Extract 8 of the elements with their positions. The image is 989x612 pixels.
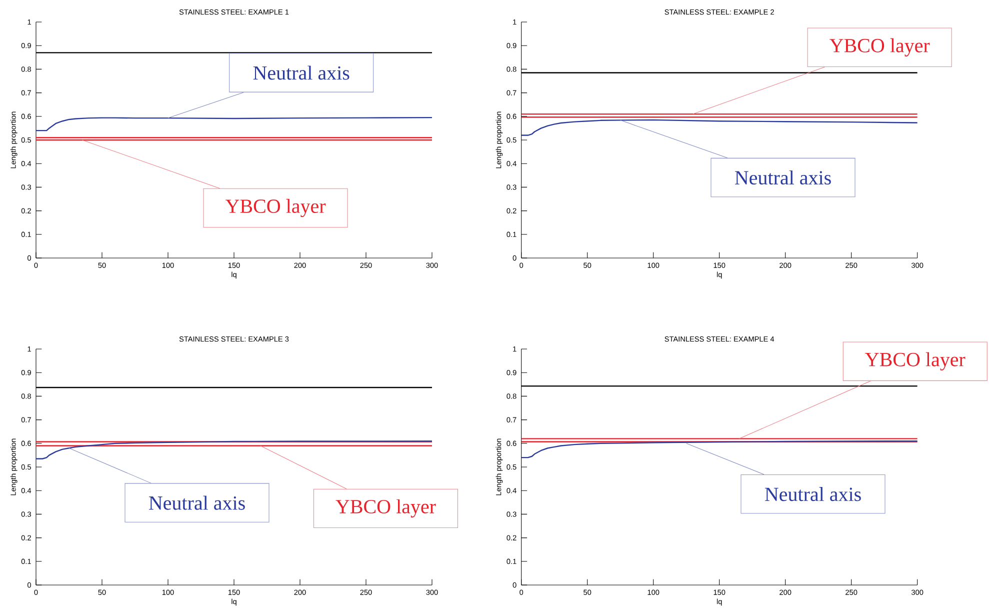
annotation: YBCO layer <box>830 38 930 56</box>
annotation: Neutral axis <box>764 487 861 502</box>
annotation: Neutral axis <box>734 170 831 185</box>
annotation: YBCO layer <box>865 352 966 370</box>
annotation: Neutral axis <box>148 496 245 510</box>
annotation: YBCO layer <box>226 198 326 218</box>
annotation: Neutral axis <box>253 66 350 80</box>
annotation: YBCO layer <box>336 499 436 518</box>
